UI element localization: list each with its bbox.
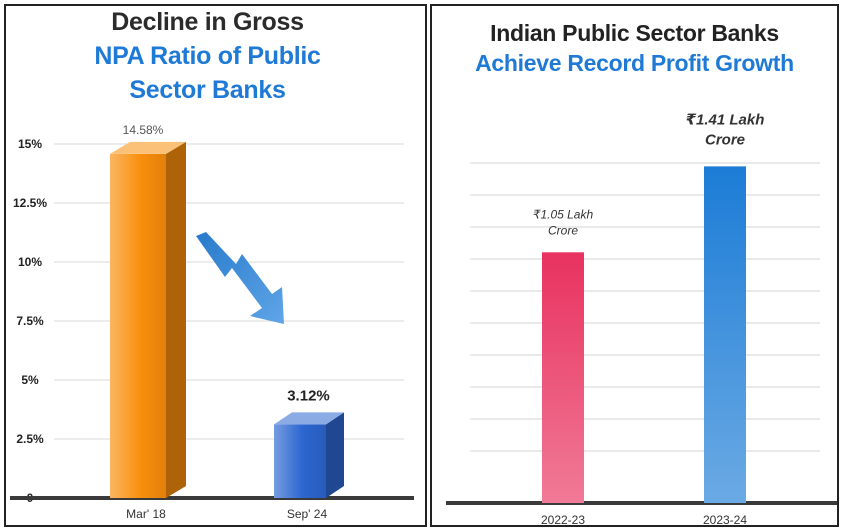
y-tick-label: 7.5%: [16, 314, 44, 328]
x-tick-label: Sep' 24: [287, 507, 328, 521]
data-label: 3.12%: [287, 387, 330, 404]
y-tick-label: 2.5%: [16, 432, 44, 446]
x-tick-label: 2022-23: [541, 513, 585, 525]
chart-title-line-2: NPA Ratio of Public: [94, 42, 321, 70]
profit-growth-chart-panel: Indian Public Sector Banks Achieve Recor…: [430, 4, 839, 527]
chart-title-line-1: Decline in Gross: [111, 8, 304, 36]
profit-growth-bar-chart: ₹1.05 Lakh Crore 2022-23 ₹1.41 Lakh Crore 202…: [446, 111, 837, 525]
bar-top: [274, 412, 344, 425]
chart-title-line-3: Sector Banks: [129, 76, 286, 104]
npa-ratio-chart-panel: Decline in Gross NPA Ratio of Public Sec…: [4, 4, 427, 527]
y-tick-label: 15%: [18, 137, 42, 151]
npa-ratio-bar-chart: 02.5%5%7.5%10%12.5%15%14.58%Mar' 183.12%…: [10, 123, 414, 521]
y-tick-label: 10%: [18, 255, 42, 269]
bar-side: [326, 412, 344, 498]
data-label-line: Crore: [705, 131, 745, 148]
y-tick-label: 5%: [21, 373, 39, 387]
data-label: 14.58%: [123, 123, 164, 137]
chart-title-line-2: Achieve Record Profit Growth: [475, 50, 794, 76]
bar-side: [166, 141, 186, 499]
x-tick-label: 2023-24: [703, 513, 747, 525]
data-label-line: ₹1.05 Lakh: [533, 207, 594, 221]
bar: [704, 166, 746, 504]
downward-trend-arrow-icon: [196, 232, 284, 324]
x-tick-label: Mar' 18: [126, 507, 166, 521]
data-label-line: ₹1.41 Lakh: [686, 111, 765, 128]
bar: [542, 252, 584, 503]
bar-top: [110, 141, 186, 154]
bar: [274, 424, 326, 498]
data-label-line: Crore: [548, 223, 578, 237]
y-tick-label: 12.5%: [13, 196, 47, 210]
chart-title-line-1: Indian Public Sector Banks: [490, 20, 779, 46]
bar: [110, 153, 166, 499]
